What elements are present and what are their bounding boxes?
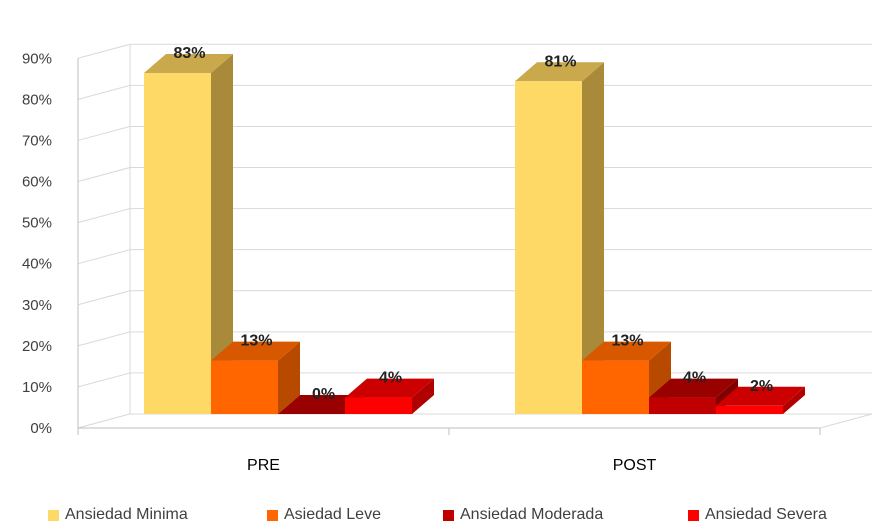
legend: Ansiedad Minima Asiedad Leve Ansiedad Mo… [0, 506, 878, 528]
legend-label: Asiedad Leve [284, 506, 381, 523]
bar [649, 397, 716, 414]
gridline-depth [77, 331, 131, 347]
legend-swatch [48, 509, 59, 521]
data-label: 2% [750, 378, 773, 395]
y-tick-label: 0% [30, 420, 52, 437]
legend-swatch [443, 509, 454, 521]
bar-top [649, 378, 738, 398]
data-label: 83% [173, 45, 205, 62]
y-tick-label: 60% [22, 174, 52, 191]
floor [77, 413, 873, 429]
gridline-depth [77, 167, 131, 183]
data-label: 4% [683, 370, 706, 387]
y-tick-label: 80% [22, 91, 52, 108]
category-label: POST [613, 457, 657, 474]
bar [582, 360, 649, 414]
data-label: 0% [312, 386, 335, 403]
bar [211, 360, 278, 414]
legend-item-ansiedad-minima[interactable]: Ansiedad Minima [48, 506, 188, 524]
bar-side [582, 62, 604, 414]
y-tick-label: 10% [22, 379, 52, 396]
bar-side [211, 54, 233, 414]
legend-item-asiedad-leve[interactable]: Asiedad Leve [267, 506, 381, 524]
legend-item-ansiedad-moderada[interactable]: Ansiedad Moderada [443, 506, 603, 524]
bar [345, 397, 412, 414]
gridline-depth [77, 208, 131, 224]
chart: 0% 10% 20% 30% 40% 50% 60% 70% 80% 90% PRE 83% 13% 0%… [22, 43, 873, 474]
bar-side [783, 386, 805, 414]
bar-top [716, 386, 805, 406]
legend-label: Ansiedad Moderada [460, 506, 604, 523]
bar-top [515, 62, 604, 82]
y-tick-label: 50% [22, 215, 52, 232]
gridline-depth [77, 372, 131, 388]
y-tick-label: 40% [22, 256, 52, 273]
bar-top [278, 395, 367, 414]
gridline-depth [77, 125, 131, 141]
bar [716, 405, 783, 414]
bar-top [211, 341, 300, 361]
y-tick-label: 20% [22, 338, 52, 355]
bar-top [144, 54, 233, 74]
bar-top [582, 341, 671, 361]
data-label: 13% [611, 333, 643, 350]
legend-swatch [688, 509, 699, 521]
gridline-depth [77, 249, 131, 265]
gridline-depth [77, 290, 131, 306]
y-tick-label: 70% [22, 132, 52, 149]
gridline-depth [77, 43, 131, 59]
data-label: 4% [379, 370, 402, 387]
bar-side [278, 341, 300, 414]
data-label: 81% [544, 53, 576, 70]
y-tick-label: 90% [22, 50, 52, 67]
bar [515, 81, 582, 414]
category-label: PRE [247, 457, 280, 474]
bar-top [345, 378, 434, 398]
gridline-depth [77, 84, 131, 100]
legend-item-ansiedad-severa[interactable]: Ansiedad Severa [688, 506, 827, 524]
legend-swatch [267, 509, 278, 521]
bar [144, 73, 211, 414]
y-tick-label: 30% [22, 297, 52, 314]
legend-label: Ansiedad Severa [705, 506, 827, 523]
legend-label: Ansiedad Minima [65, 506, 188, 523]
data-label: 13% [240, 333, 272, 350]
bar-side [412, 378, 434, 414]
